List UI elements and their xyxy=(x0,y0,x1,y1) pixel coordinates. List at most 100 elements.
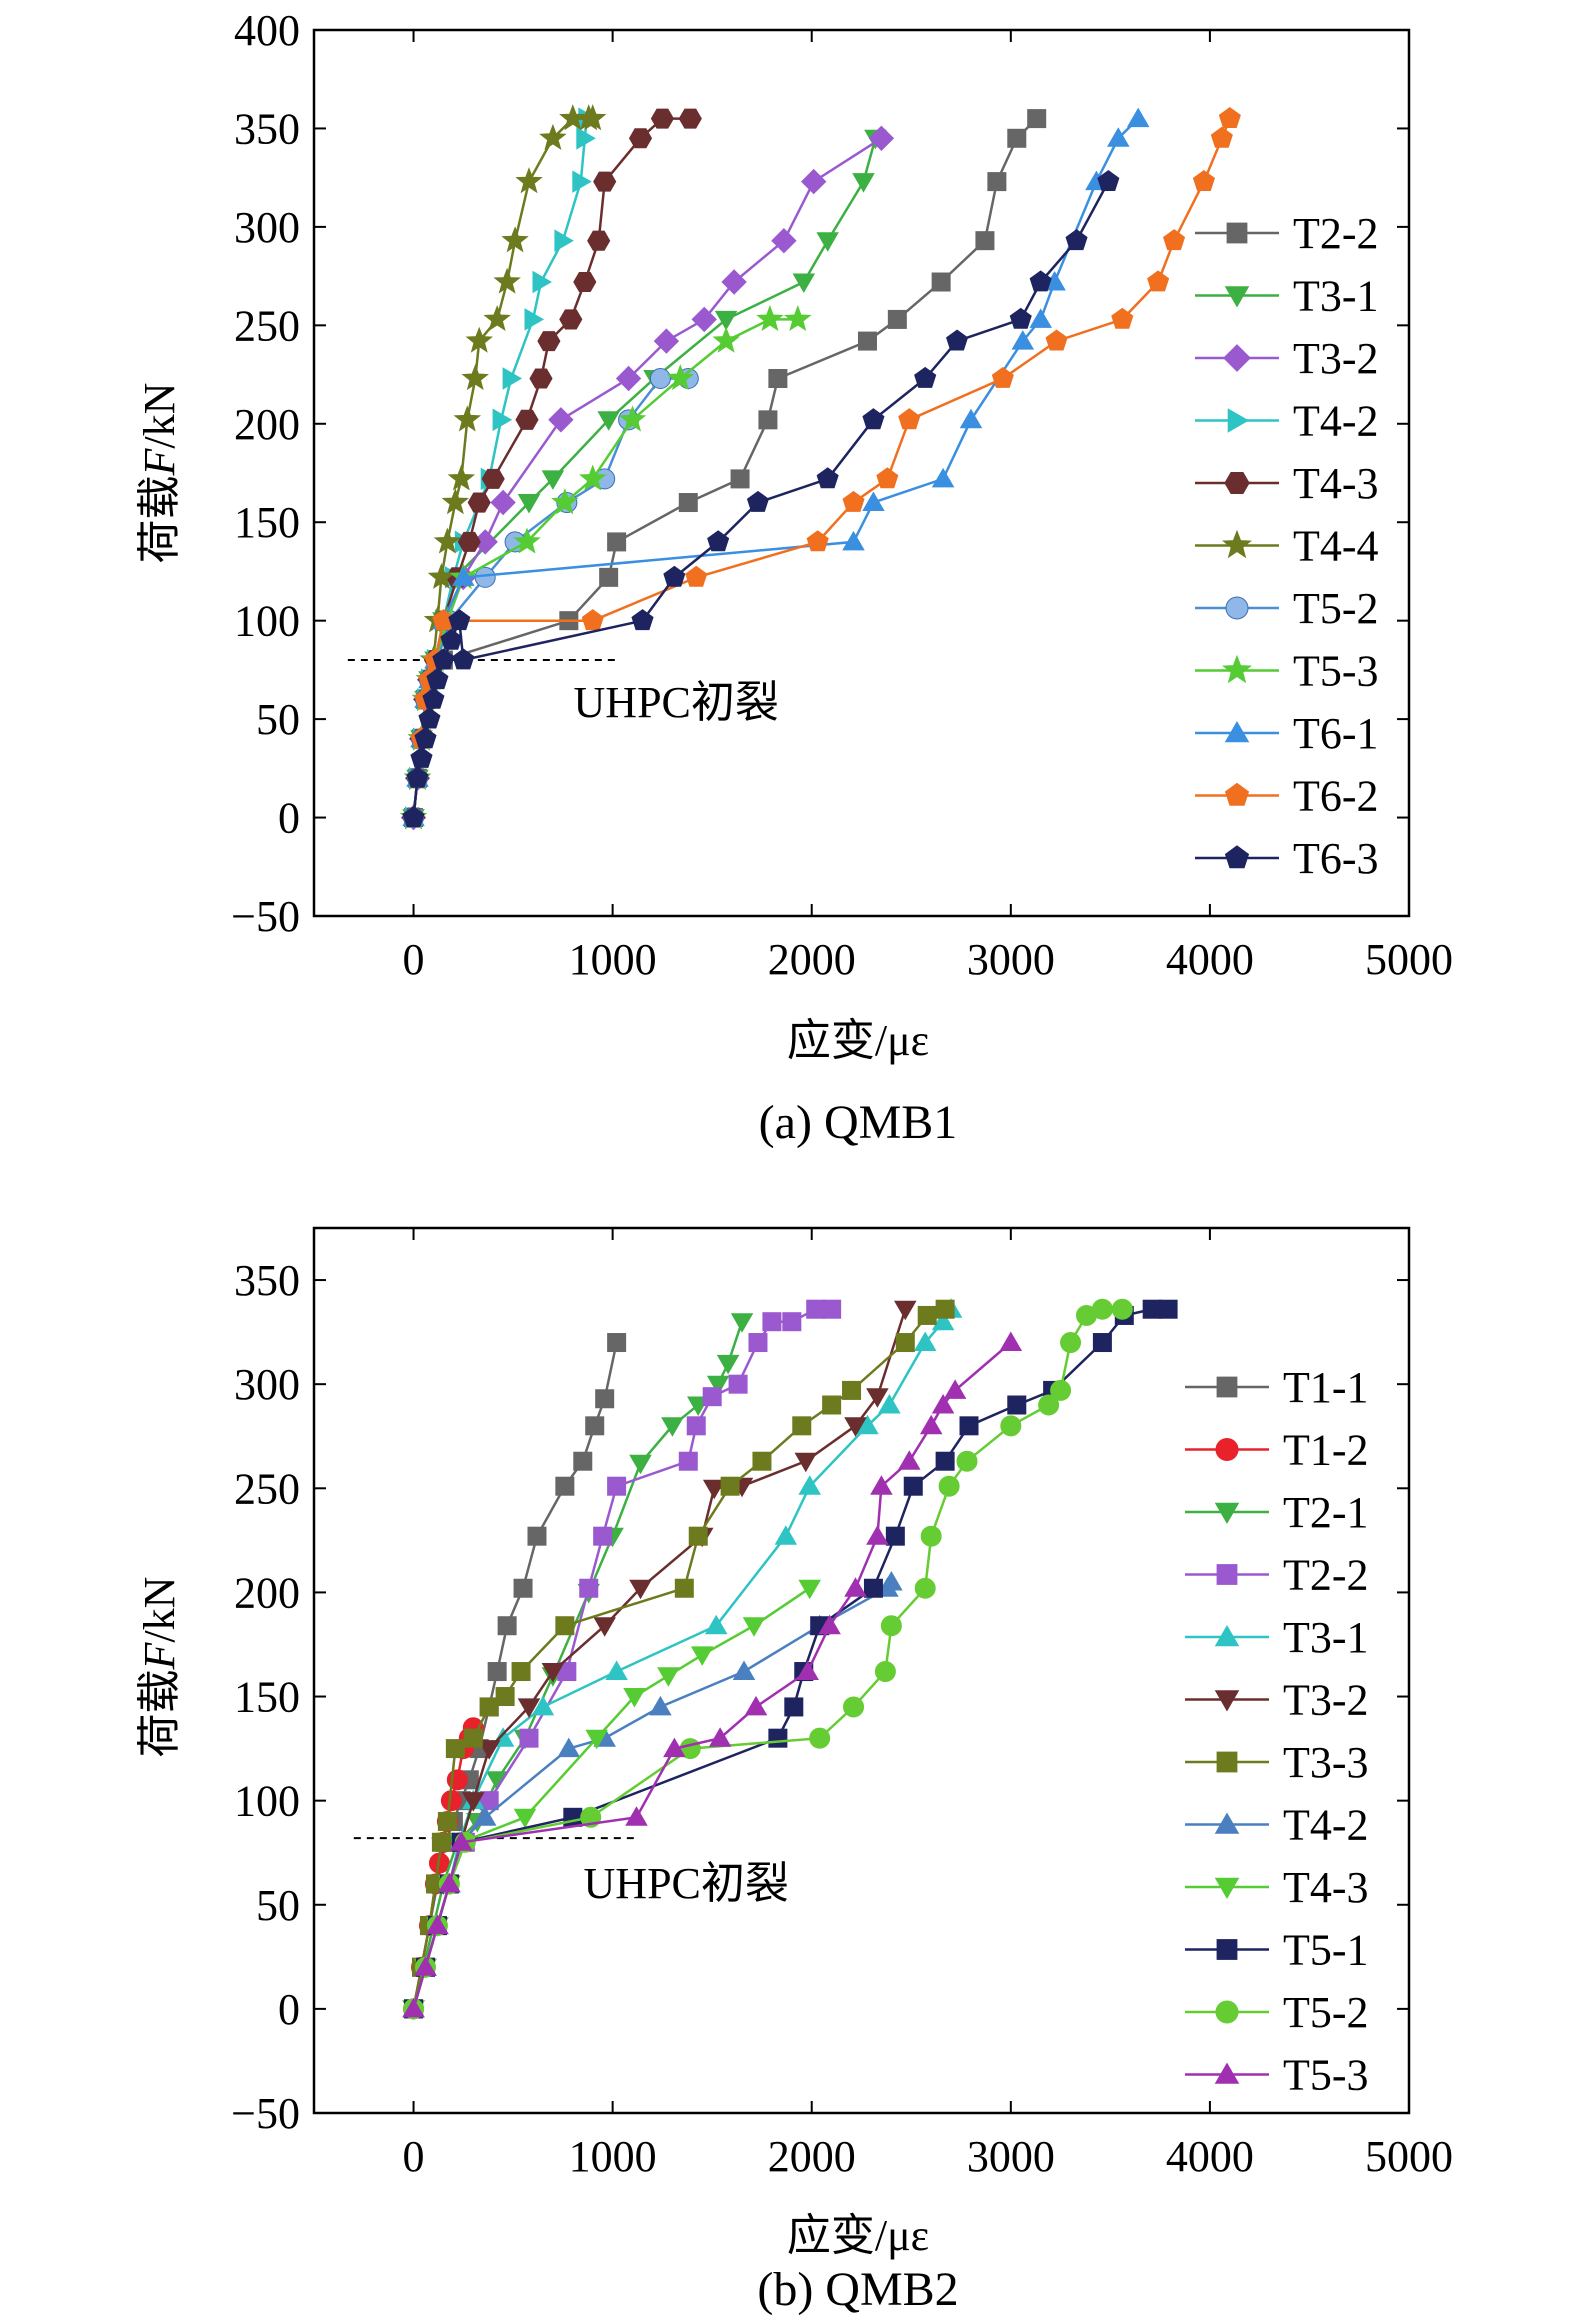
data-point xyxy=(595,1389,615,1409)
data-point xyxy=(524,308,544,331)
data-point xyxy=(1218,106,1241,128)
data-point xyxy=(481,468,505,489)
data-point xyxy=(959,408,983,429)
data-point xyxy=(1097,169,1120,191)
data-point xyxy=(629,1579,652,1600)
legend-marker xyxy=(1214,1812,1240,1834)
data-point xyxy=(623,1688,646,1708)
data-point xyxy=(931,467,955,488)
data-point xyxy=(935,1451,955,1471)
legend-marker xyxy=(1222,529,1252,559)
data-point xyxy=(1092,1333,1112,1353)
data-point xyxy=(479,1791,499,1811)
data-point xyxy=(796,1660,819,1680)
data-point xyxy=(587,230,611,251)
data-point xyxy=(452,566,475,586)
axis-ticks xyxy=(314,29,1410,917)
legend-item: T6-1 xyxy=(1195,709,1379,758)
data-point xyxy=(857,331,877,351)
data-point xyxy=(599,567,619,587)
data-point xyxy=(931,1310,955,1331)
crack-annotation: UHPC初裂 xyxy=(584,1859,789,1908)
x-tick-label: 0 xyxy=(403,935,425,984)
data-point xyxy=(1192,169,1215,191)
legend-item: T5-2 xyxy=(1195,584,1379,633)
data-point xyxy=(756,304,784,332)
data-point xyxy=(706,1375,730,1396)
data-point xyxy=(880,1571,903,1591)
data-point xyxy=(593,1617,616,1637)
data-point xyxy=(628,128,653,149)
data-point xyxy=(800,168,827,195)
legend-item: T1-1 xyxy=(1185,1363,1369,1412)
y-tick-label: 0 xyxy=(278,1985,300,2034)
x-tick-label: 5000 xyxy=(1365,935,1453,984)
legend-label: T2-2 xyxy=(1283,1551,1369,1600)
data-point xyxy=(457,531,481,552)
data-point xyxy=(463,1728,483,1748)
series-line xyxy=(412,1307,1123,2010)
data-point xyxy=(866,1388,889,1408)
data-point xyxy=(473,1806,497,1826)
data-point xyxy=(666,364,695,391)
series-T5-1 xyxy=(404,1299,1178,2019)
legend-marker xyxy=(1215,2000,1239,2024)
data-point xyxy=(1060,1332,1082,1354)
data-point xyxy=(874,1661,896,1683)
plot-frame xyxy=(312,1226,1411,2115)
series-line xyxy=(412,1307,1169,2010)
data-point xyxy=(532,270,552,294)
legend-marker xyxy=(1216,1376,1238,1398)
legend-label: T3-2 xyxy=(1283,1676,1369,1725)
legend-marker xyxy=(1216,1751,1238,1773)
data-point xyxy=(956,1450,978,1472)
data-point xyxy=(784,304,812,332)
data-point xyxy=(467,492,491,513)
data-point xyxy=(691,306,717,333)
data-point xyxy=(477,1740,501,1760)
data-point xyxy=(513,527,541,554)
data-point xyxy=(414,727,437,749)
legend-item: T3-2 xyxy=(1185,1676,1369,1725)
data-point xyxy=(513,1578,533,1598)
data-point xyxy=(605,1660,628,1680)
legend-marker xyxy=(1214,1502,1240,1525)
y-tick-label: 200 xyxy=(234,1568,300,1617)
data-point xyxy=(708,1727,732,1747)
data-point xyxy=(541,470,565,490)
data-point xyxy=(844,1577,867,1597)
panel-caption: (b) QMB2 xyxy=(757,2263,958,2316)
legend-label: T5-3 xyxy=(1293,647,1379,696)
legend-item: T1-2 xyxy=(1185,1426,1369,1475)
legend-marker xyxy=(1226,222,1248,244)
data-point xyxy=(551,488,579,515)
data-point xyxy=(450,1831,473,1851)
tick-labels: 0 1000 2000 3000 4000 5000 −50 0 50 100 150 200 250 3… xyxy=(231,6,1453,984)
data-point xyxy=(513,1808,537,1829)
data-point xyxy=(917,1305,937,1325)
data-point xyxy=(744,1695,768,1716)
data-point xyxy=(1011,330,1035,350)
legend-label: T3-1 xyxy=(1293,272,1379,321)
data-point xyxy=(422,687,445,709)
data-point xyxy=(501,226,529,253)
y-tick-label: 300 xyxy=(234,203,300,252)
data-point xyxy=(1045,329,1068,351)
series-group xyxy=(402,1298,1178,2020)
data-point xyxy=(852,173,875,193)
data-point xyxy=(685,565,708,587)
data-point xyxy=(585,1416,605,1436)
data-point xyxy=(555,1616,575,1636)
legend-item: T6-3 xyxy=(1195,834,1379,883)
series-T5-3 xyxy=(399,304,812,830)
data-point xyxy=(406,766,429,788)
data-point xyxy=(975,231,995,251)
data-point xyxy=(462,1792,485,1812)
data-point xyxy=(1091,1298,1113,1320)
data-point xyxy=(492,408,513,432)
data-point xyxy=(593,171,617,192)
data-point xyxy=(515,409,539,430)
legend-label: T3-3 xyxy=(1283,1738,1369,1787)
data-point xyxy=(663,1737,686,1758)
y-tick-label: 350 xyxy=(234,104,300,153)
